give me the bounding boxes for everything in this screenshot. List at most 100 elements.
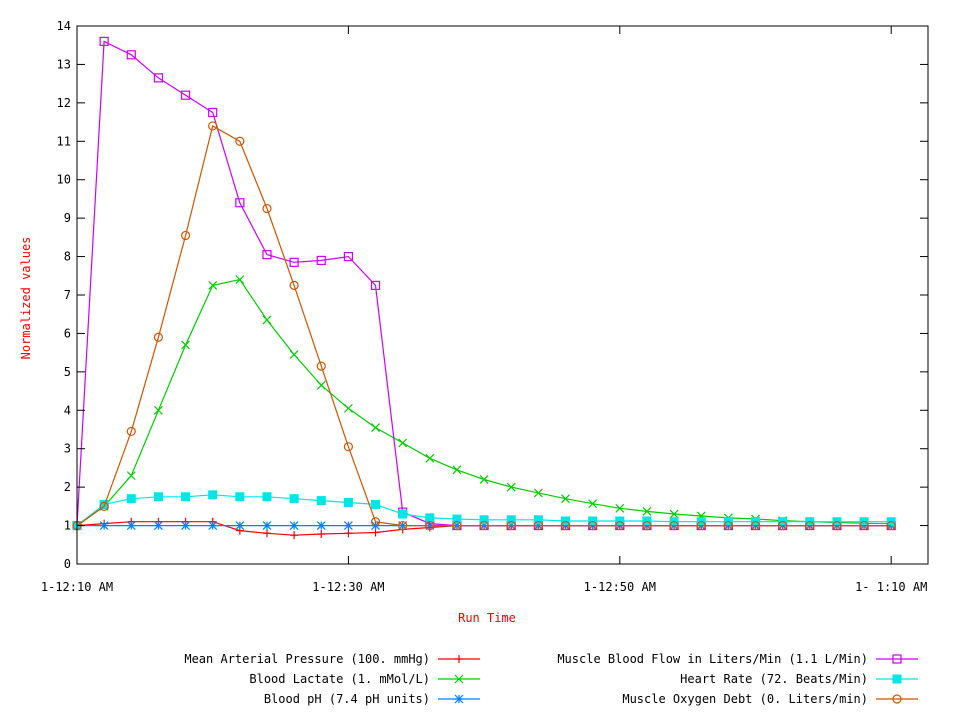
data-point bbox=[371, 423, 380, 433]
legend-entry-3: Muscle Blood Flow in Liters/Min (1.1 L/M… bbox=[557, 652, 918, 666]
data-point bbox=[262, 315, 272, 325]
legend-label: Heart Rate (72. Beats/Min) bbox=[680, 672, 868, 686]
data-point bbox=[343, 521, 353, 530]
data-point bbox=[99, 521, 109, 530]
data-point bbox=[289, 350, 299, 359]
legend-label: Muscle Blood Flow in Liters/Min (1.1 L/M… bbox=[557, 652, 868, 666]
data-point bbox=[262, 250, 272, 260]
data-point bbox=[398, 438, 408, 448]
data-point bbox=[289, 280, 299, 290]
data-point bbox=[126, 494, 136, 504]
data-point bbox=[317, 530, 326, 539]
data-point bbox=[343, 403, 353, 413]
legend-entry-1: Blood Lactate (1. mMol/L) bbox=[249, 672, 480, 686]
data-point bbox=[126, 471, 136, 481]
legend-swatch-marker bbox=[892, 654, 902, 664]
data-point bbox=[425, 513, 435, 523]
data-point bbox=[153, 521, 163, 530]
data-point bbox=[181, 521, 190, 530]
data-point bbox=[262, 529, 271, 538]
series-line bbox=[76, 278, 892, 527]
data-point bbox=[208, 280, 218, 290]
data-point bbox=[126, 50, 136, 60]
data-point bbox=[99, 501, 109, 511]
data-point bbox=[289, 521, 299, 530]
data-point bbox=[289, 257, 299, 267]
y-tick-label: 10 bbox=[57, 173, 71, 187]
data-point bbox=[370, 280, 381, 290]
series-1 bbox=[72, 275, 896, 530]
legend-label: Muscle Oxygen Debt (0. Liters/min) bbox=[622, 692, 868, 706]
data-point bbox=[208, 107, 218, 118]
data-point bbox=[561, 516, 571, 526]
data-point bbox=[506, 515, 516, 525]
y-tick-label: 11 bbox=[57, 134, 71, 148]
plot-area bbox=[72, 36, 896, 540]
data-point bbox=[153, 73, 164, 83]
data-point bbox=[886, 520, 896, 531]
x-axis-label: Run Time bbox=[458, 611, 516, 625]
data-point bbox=[371, 528, 380, 537]
data-point bbox=[615, 520, 625, 531]
data-point bbox=[370, 517, 381, 527]
data-point bbox=[290, 531, 299, 540]
data-point bbox=[533, 515, 543, 525]
data-point bbox=[778, 520, 788, 531]
x-tick-label: 1-12:50 AM bbox=[584, 580, 656, 594]
data-point bbox=[316, 521, 326, 530]
legend-entry-0: Mean Arterial Pressure (100. mmHg) bbox=[184, 652, 480, 666]
data-point bbox=[642, 520, 652, 531]
data-point bbox=[642, 506, 652, 516]
legend-label: Blood Lactate (1. mMol/L) bbox=[249, 672, 430, 686]
series-line bbox=[76, 40, 892, 527]
data-point bbox=[805, 520, 815, 531]
data-point bbox=[153, 492, 163, 502]
data-point bbox=[696, 520, 706, 531]
data-point bbox=[561, 494, 570, 504]
data-point bbox=[344, 529, 353, 538]
data-point bbox=[859, 520, 869, 531]
data-point bbox=[316, 380, 326, 390]
data-point bbox=[289, 494, 299, 504]
data-point bbox=[506, 520, 516, 531]
y-tick-label: 3 bbox=[64, 442, 71, 456]
data-point bbox=[262, 492, 272, 502]
data-point bbox=[560, 520, 571, 531]
legend-swatch-marker bbox=[892, 694, 902, 704]
series-3 bbox=[72, 36, 896, 531]
data-point bbox=[669, 509, 679, 519]
series-4 bbox=[72, 490, 896, 531]
data-point bbox=[506, 482, 516, 492]
data-point bbox=[126, 521, 136, 530]
data-point bbox=[425, 520, 435, 531]
data-point bbox=[642, 516, 652, 526]
x-tick-label: 1-12:30 AM bbox=[312, 580, 384, 594]
data-point bbox=[398, 520, 408, 531]
data-point bbox=[615, 516, 625, 526]
y-tick-label: 12 bbox=[57, 96, 71, 110]
data-point bbox=[343, 498, 353, 508]
data-point bbox=[588, 499, 598, 509]
data-point bbox=[153, 332, 164, 342]
data-point bbox=[479, 475, 489, 484]
y-tick-label: 5 bbox=[64, 365, 71, 379]
data-point bbox=[235, 136, 245, 146]
data-point bbox=[343, 251, 353, 262]
y-tick-label: 8 bbox=[64, 250, 71, 264]
series-5 bbox=[72, 121, 896, 531]
y-tick-label: 14 bbox=[57, 19, 71, 33]
y-tick-label: 4 bbox=[64, 403, 71, 417]
data-point bbox=[479, 515, 489, 525]
data-point bbox=[452, 465, 462, 475]
x-tick-label: 1- 1:10 AM bbox=[855, 580, 927, 594]
legend-label: Mean Arterial Pressure (100. mmHg) bbox=[184, 652, 430, 666]
data-point bbox=[669, 520, 679, 531]
y-tick-label: 2 bbox=[64, 480, 71, 494]
legend-entry-5: Muscle Oxygen Debt (0. Liters/min) bbox=[622, 692, 918, 706]
y-tick-label: 13 bbox=[57, 57, 71, 71]
data-point bbox=[533, 488, 543, 498]
data-point bbox=[316, 496, 326, 506]
legend-swatch-marker bbox=[454, 694, 464, 704]
